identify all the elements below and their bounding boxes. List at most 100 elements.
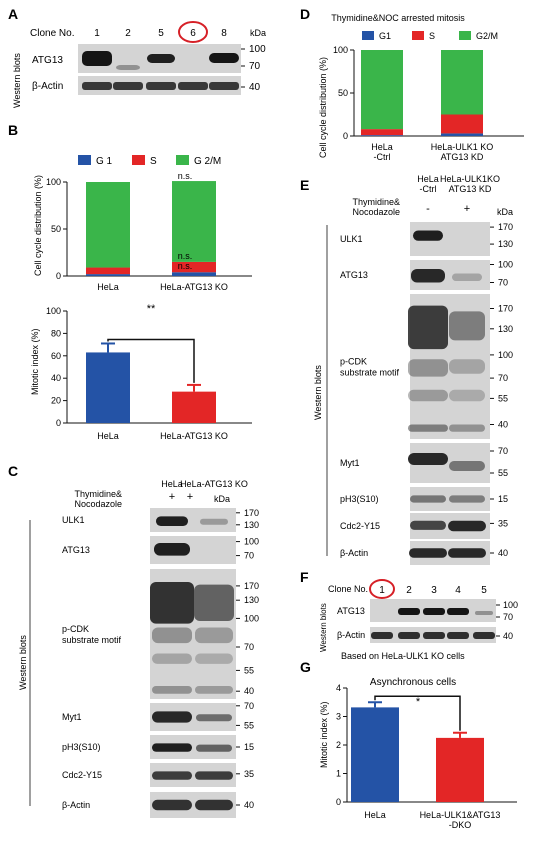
- panel-letter-d: D: [300, 6, 310, 22]
- legend-g2m: G 2/M: [194, 156, 221, 167]
- kda-marker: 55: [498, 468, 508, 478]
- x-tick-label-line: HeLa-ATG13 KO: [160, 282, 228, 292]
- kda-marker: 100: [244, 537, 259, 547]
- row-label-line: substrate motif: [340, 368, 400, 378]
- kda-marker: 130: [244, 595, 259, 605]
- y-tick-label: 20: [51, 396, 61, 406]
- x-tick-label-line: HeLa: [364, 810, 386, 820]
- kda-marker: 170: [498, 222, 513, 232]
- kda-label: kDa: [250, 28, 266, 38]
- panel-f: Clone No. 1 2 3 4 5 Western blots ATG13 …: [319, 579, 518, 661]
- significance-bracket: [107, 338, 195, 383]
- lane-label-ctrl: HeLa: [161, 479, 183, 489]
- protein-band: [152, 686, 192, 694]
- bar: [172, 391, 216, 423]
- protein-band: [195, 627, 233, 644]
- y-tick-label: 100: [333, 45, 348, 55]
- actin-band: [371, 632, 393, 639]
- x-tick-label-line: -Ctrl: [374, 152, 391, 162]
- actin-band: [209, 82, 239, 90]
- x-tick-label-line: HeLa: [97, 282, 119, 292]
- protein-band: [152, 771, 192, 780]
- protein-band: [408, 305, 448, 350]
- clone-number: 4: [455, 585, 461, 596]
- row-label: Cdc2-Y15: [62, 770, 102, 780]
- atg13-band: [147, 54, 175, 63]
- panel-b-top: G 1 S G 2/M Cell cycle distribution (%) …: [33, 155, 252, 292]
- bar-s: [172, 261, 216, 273]
- legend-s: S: [150, 156, 157, 167]
- kda-marker: 100: [249, 44, 266, 55]
- kda-marker: 100: [503, 600, 518, 610]
- kda-marker: 35: [498, 518, 508, 528]
- legend-swatch-g1: [78, 155, 91, 165]
- y-tick-label: 40: [51, 373, 61, 383]
- atg13-band: [116, 65, 140, 70]
- row-label-line: ATG13: [62, 545, 90, 555]
- row-label: β-Actin: [62, 800, 90, 810]
- protein-band: [195, 799, 233, 811]
- protein-band: [150, 582, 194, 624]
- protein-band: [448, 548, 486, 558]
- protein-band: [156, 516, 188, 526]
- panel-letter-g: G: [300, 659, 311, 675]
- row-label: β-Actin: [340, 548, 368, 558]
- clone-number: 1: [379, 585, 385, 596]
- kda-marker: 55: [244, 665, 254, 675]
- protein-band: [195, 653, 233, 664]
- bar: [351, 707, 399, 802]
- treatment-sign: -: [426, 203, 430, 215]
- row-label: Myt1: [62, 712, 82, 722]
- legend-s: S: [429, 31, 435, 41]
- protein-band: [411, 269, 445, 283]
- row-label-line: p-CDK: [340, 357, 367, 367]
- y-tick-label: 100: [46, 306, 61, 316]
- kda-marker: 70: [244, 642, 254, 652]
- atg13-band: [475, 611, 493, 615]
- protein-band: [200, 518, 228, 525]
- y-tick-label: 100: [46, 177, 61, 187]
- protein-band: [152, 711, 192, 723]
- y-tick-label: 3: [336, 712, 341, 722]
- clone-number: 2: [125, 28, 131, 39]
- protein-band: [195, 771, 233, 780]
- bar-g2m: [361, 50, 403, 130]
- protein-band: [449, 461, 485, 471]
- clone-no-label: Clone No.: [30, 28, 74, 39]
- protein-band: [410, 495, 446, 503]
- bar-s: [361, 129, 403, 136]
- atg13-band: [423, 608, 445, 615]
- kda-marker: 40: [498, 548, 508, 558]
- lane-label-ko: HeLa-ULK1KO ATG13 KD: [440, 174, 500, 194]
- y-axis-label: Cell cycle distribution (%): [33, 175, 43, 276]
- row-label-actin: β-Actin: [337, 630, 365, 640]
- y-tick-label: 0: [56, 418, 61, 428]
- panel-letter-f: F: [300, 569, 309, 585]
- panel-letter-b: B: [8, 122, 18, 138]
- row-label-line: pH3(S10): [62, 742, 101, 752]
- significance-bracket: [374, 695, 461, 731]
- bar-g1: [441, 133, 483, 136]
- y-tick-label: 4: [336, 683, 341, 693]
- row-label-line: β-Actin: [340, 548, 368, 558]
- treatment-label: Thymidine& Nocodazole: [74, 489, 122, 509]
- western-blots-label: Western blots: [18, 635, 28, 690]
- lane-label-ctrl-line: HeLa: [417, 174, 439, 184]
- lane-label-ko-line: HeLa-ULK1KO: [440, 174, 500, 184]
- bar-g2m: [172, 181, 216, 262]
- ns-label: n.s.: [178, 171, 193, 181]
- kda-marker: 70: [498, 278, 508, 288]
- x-tick-label-line: ATG13 KD: [441, 152, 484, 162]
- lane-label-ko: HeLa-ATG13 KO: [180, 479, 248, 489]
- clone-number: 2: [406, 585, 412, 596]
- y-axis-label: Mitotic index (%): [319, 701, 329, 768]
- kda-marker: 35: [244, 769, 254, 779]
- treatment-sign: +: [464, 203, 470, 215]
- bar: [86, 352, 130, 423]
- row-label-line: Cdc2-Y15: [62, 770, 102, 780]
- bar-g2m: [86, 182, 130, 268]
- protein-band: [449, 389, 485, 402]
- legend-swatch-g2m: [176, 155, 189, 165]
- kda-marker: 55: [498, 393, 508, 403]
- treatment-label: Thymidine& Nocodazole: [352, 197, 400, 217]
